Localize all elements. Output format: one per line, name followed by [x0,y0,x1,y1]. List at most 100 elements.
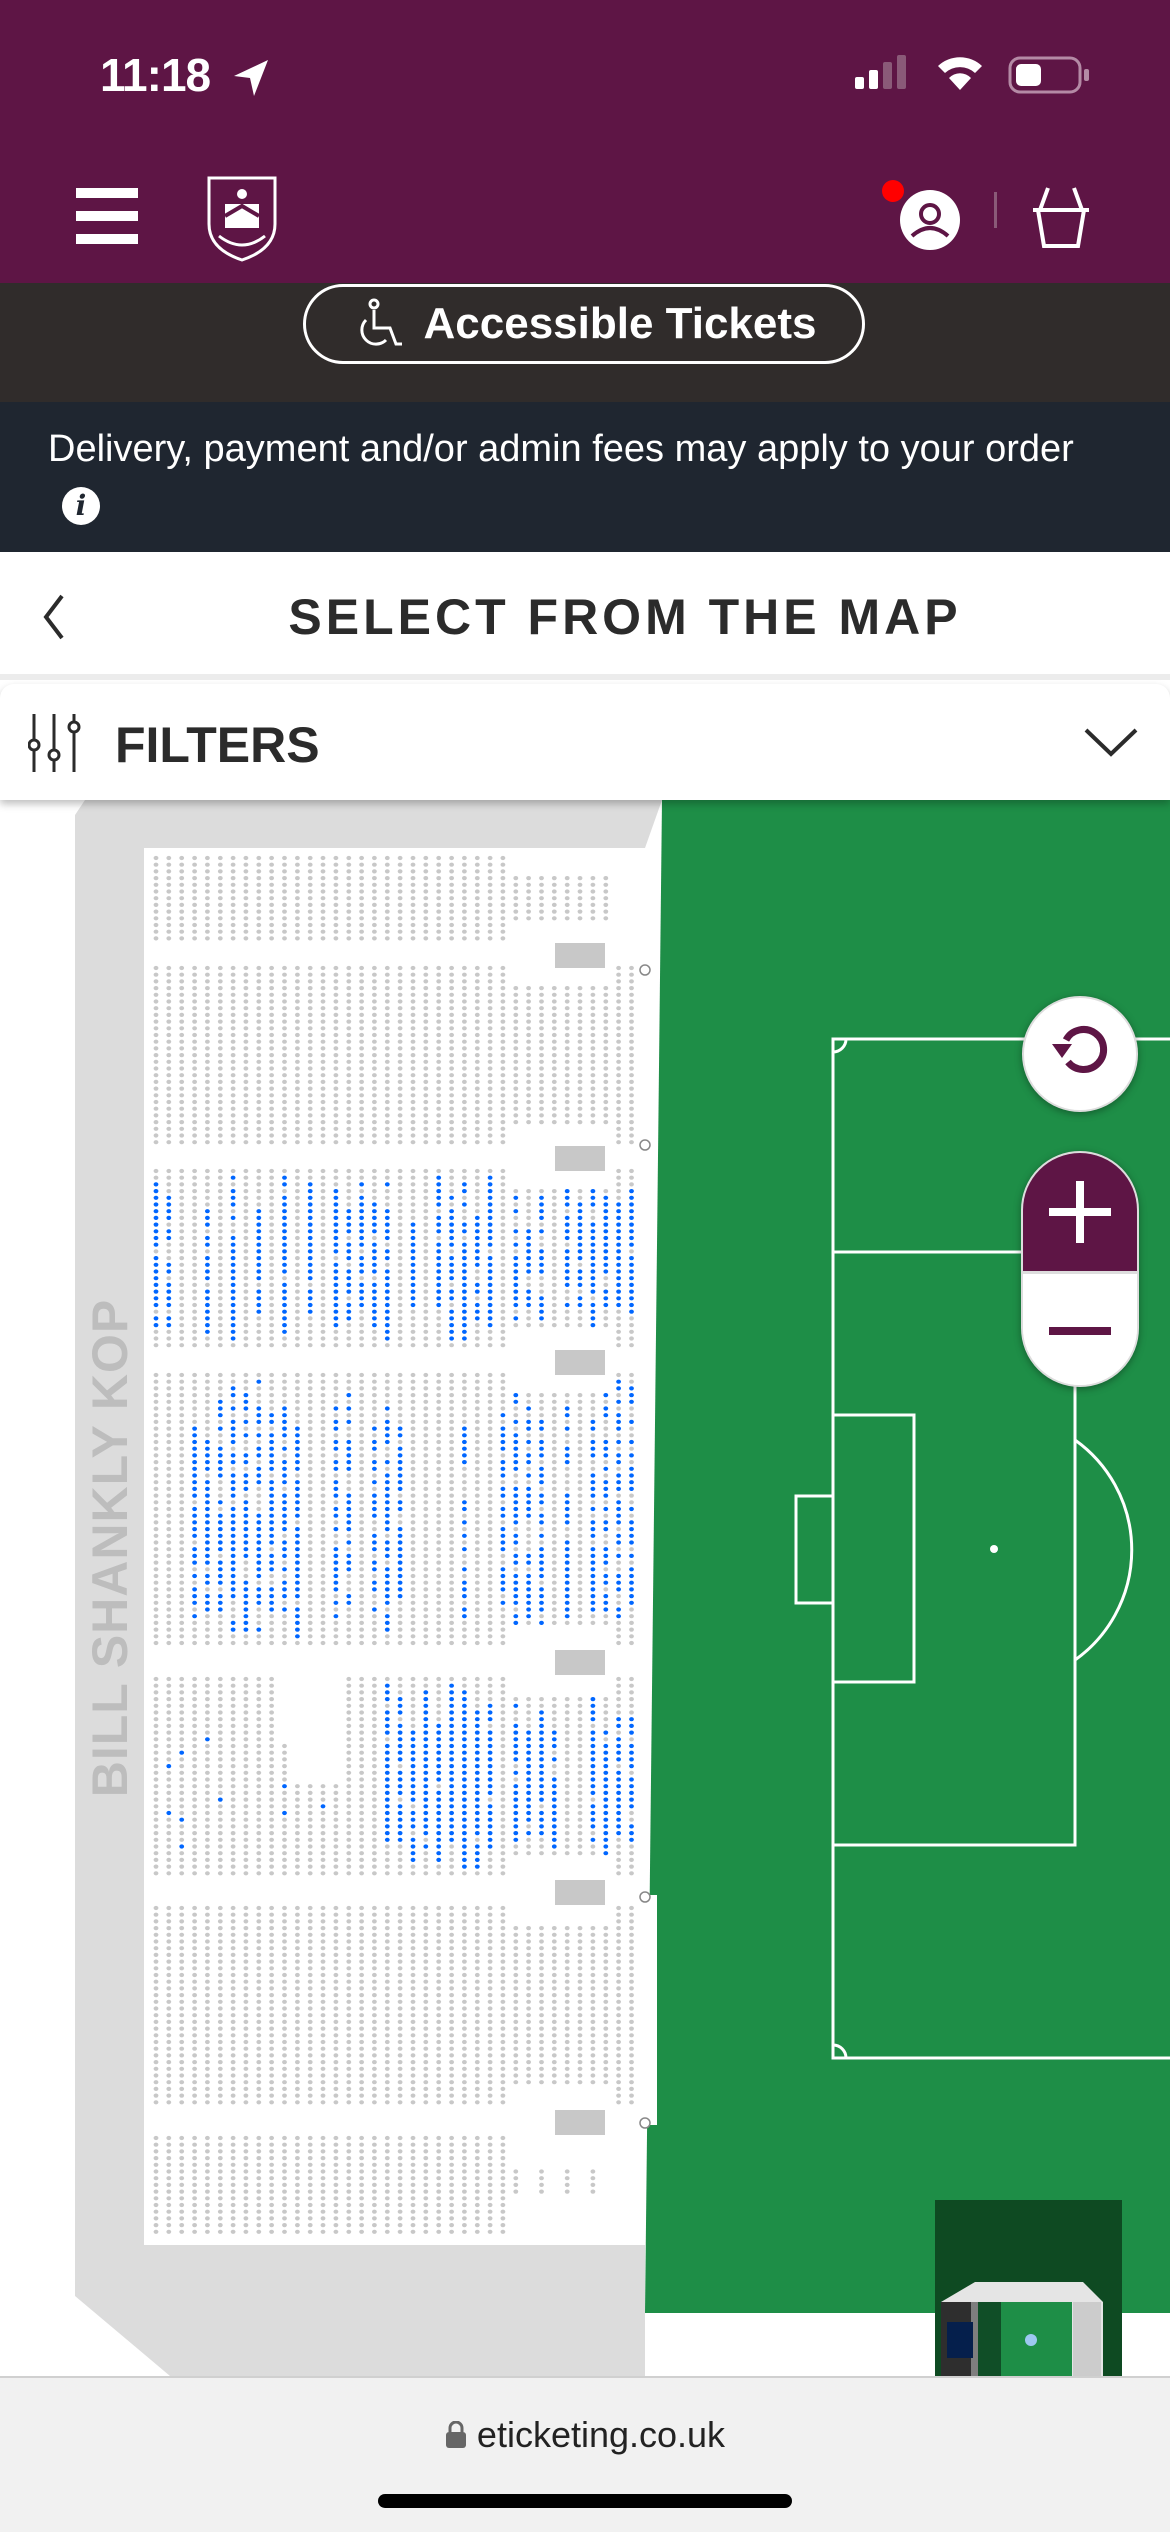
seat[interactable] [539,1824,544,1829]
seat[interactable] [487,1229,493,1234]
seat[interactable] [462,1690,467,1695]
seat[interactable] [397,1737,403,1742]
seat[interactable] [384,1309,390,1314]
seat[interactable] [384,1690,390,1695]
seat[interactable] [513,1460,519,1465]
seat[interactable] [513,1276,519,1281]
seat[interactable] [590,1560,596,1565]
seat[interactable] [513,1600,519,1605]
seat[interactable] [629,1202,634,1207]
seat[interactable] [230,1573,236,1579]
seat[interactable] [192,1466,198,1471]
seat[interactable] [205,1580,210,1585]
seat[interactable] [526,1831,531,1836]
seat[interactable] [539,1302,544,1308]
seat[interactable] [603,1777,609,1782]
seat[interactable] [295,1446,300,1451]
seat[interactable] [282,1784,287,1789]
seat[interactable] [449,1296,454,1301]
seat[interactable] [384,1323,390,1328]
seat[interactable] [397,1433,403,1438]
seat[interactable] [487,1215,493,1220]
seat[interactable] [205,1302,210,1308]
seat[interactable] [590,1195,596,1200]
seat[interactable] [629,1797,634,1802]
seat[interactable] [333,1302,339,1308]
seat[interactable] [487,1703,493,1708]
seat[interactable] [230,1580,236,1585]
seat[interactable] [629,1302,634,1308]
seat[interactable] [513,1723,519,1728]
seat[interactable] [397,1540,403,1545]
seat[interactable] [590,1453,596,1458]
seat[interactable] [192,1486,198,1491]
seat[interactable] [295,1634,300,1639]
seat[interactable] [205,1242,210,1247]
seat[interactable] [179,1844,185,1849]
seat[interactable] [616,1289,621,1294]
seat[interactable] [372,1533,377,1538]
seat[interactable] [462,1222,467,1227]
seat[interactable] [295,1506,300,1512]
seat[interactable] [577,1222,583,1227]
seat[interactable] [539,1750,544,1755]
seat[interactable] [307,1182,313,1187]
seat[interactable] [282,1215,287,1220]
seat[interactable] [359,1242,364,1247]
seat[interactable] [616,1573,621,1579]
seat[interactable] [217,1446,223,1451]
seat[interactable] [513,1743,519,1749]
seat[interactable] [230,1567,236,1572]
seat[interactable] [230,1594,236,1599]
seat[interactable] [282,1269,287,1274]
seat[interactable] [192,1439,198,1445]
seat[interactable] [500,1527,506,1532]
seat[interactable] [243,1594,249,1599]
seat[interactable] [282,1289,287,1294]
seat[interactable] [462,1256,467,1261]
seat[interactable] [616,1824,621,1829]
seat[interactable] [384,1182,390,1187]
seat[interactable] [269,1600,274,1605]
seat[interactable] [603,1493,609,1498]
seat[interactable] [230,1627,236,1632]
seat[interactable] [436,1202,442,1207]
seat[interactable] [487,1750,493,1755]
seat[interactable] [423,1804,429,1809]
seat[interactable] [616,1379,621,1384]
seat[interactable] [603,1222,609,1227]
seat[interactable] [513,1446,519,1451]
seat[interactable] [436,1804,442,1809]
seat[interactable] [616,1533,621,1538]
seat[interactable] [243,1480,249,1485]
seat[interactable] [526,1289,531,1294]
seat[interactable] [629,1533,634,1538]
seat[interactable] [513,1770,519,1775]
seat[interactable] [410,1777,416,1782]
seat[interactable] [462,1723,467,1728]
seat[interactable] [346,1393,352,1398]
seat[interactable] [153,1215,159,1220]
seat[interactable] [153,1296,159,1301]
seat[interactable] [372,1296,377,1301]
seat[interactable] [462,1533,467,1538]
seat[interactable] [333,1573,339,1579]
seat[interactable] [539,1784,544,1789]
seat[interactable] [346,1209,352,1214]
seat[interactable] [410,1242,416,1247]
seat[interactable] [333,1567,339,1572]
seat[interactable] [333,1513,339,1518]
seat[interactable] [205,1553,210,1558]
seat[interactable] [462,1296,467,1301]
seat[interactable] [474,1831,480,1836]
seat[interactable] [397,1567,403,1572]
seat[interactable] [230,1620,236,1625]
seat[interactable] [564,1269,570,1274]
seat[interactable] [243,1547,249,1552]
seat[interactable] [423,1710,429,1715]
seat[interactable] [616,1810,621,1816]
seat[interactable] [372,1256,377,1261]
seat[interactable] [153,1302,159,1308]
seat[interactable] [462,1547,467,1552]
seat[interactable] [539,1553,544,1558]
